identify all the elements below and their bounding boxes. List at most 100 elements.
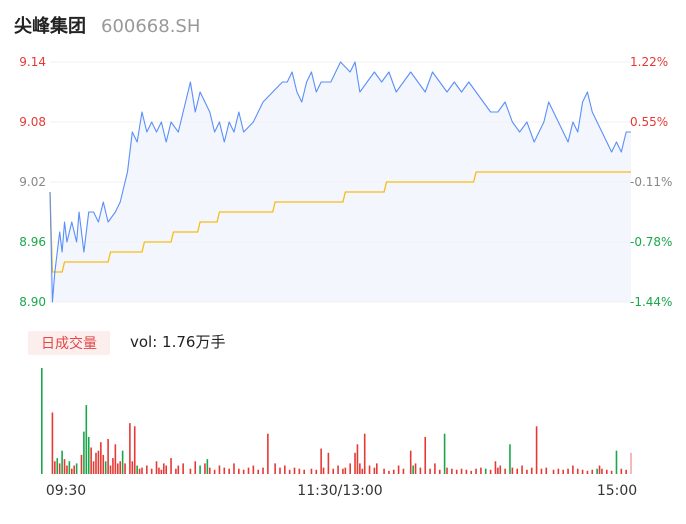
volume-bar xyxy=(155,461,158,474)
y-right-tick: -0.78% xyxy=(630,235,672,249)
y-right-tick: -0.11% xyxy=(630,175,672,189)
volume-bar xyxy=(499,465,502,474)
volume-bar xyxy=(489,469,492,474)
volume-bar xyxy=(605,469,608,474)
volume-bar xyxy=(165,465,167,474)
volume-bar xyxy=(63,459,66,474)
volume-bar xyxy=(56,458,59,474)
volume-bar xyxy=(83,431,85,474)
y-right-tick: -1.44% xyxy=(630,295,672,309)
volume-bar xyxy=(199,465,201,474)
y-left-tick: 9.14 xyxy=(19,55,46,69)
volume-bar xyxy=(402,468,405,474)
volume-bar xyxy=(480,467,482,474)
volume-bar xyxy=(213,469,216,474)
volume-bar xyxy=(376,463,378,474)
price-lines xyxy=(49,61,631,303)
volume-bar xyxy=(332,468,335,474)
volume-bar xyxy=(315,469,318,474)
volume-bar xyxy=(136,465,138,474)
volume-bar xyxy=(293,467,296,474)
volume-bar xyxy=(446,467,448,474)
volume-bar xyxy=(158,467,160,474)
volume-bar xyxy=(298,468,301,474)
time-tick: 15:00 xyxy=(597,483,637,499)
volume-bar xyxy=(327,452,330,474)
volume-bar xyxy=(70,468,73,474)
volume-bar xyxy=(494,461,497,474)
volume-bar xyxy=(141,467,143,474)
volume-bar xyxy=(162,463,165,474)
volume-bar xyxy=(337,465,339,474)
volume-bar xyxy=(409,450,412,474)
volume-bar xyxy=(150,468,153,474)
volume-bar xyxy=(552,469,555,474)
volume-bar xyxy=(233,463,235,474)
volume-bar xyxy=(262,467,264,474)
volume-bar xyxy=(119,461,122,474)
volume-bar xyxy=(424,436,427,474)
y-left-tick: 8.96 xyxy=(19,235,46,249)
y-right-tick: 1.22% xyxy=(630,55,668,69)
volume-bar xyxy=(455,469,458,474)
volume-bar xyxy=(470,470,473,474)
y-left-axis: 9.14 9.08 9.02 8.96 8.90 xyxy=(19,55,46,309)
time-tick: 11:30/13:00 xyxy=(297,483,382,499)
volume-bar xyxy=(373,467,376,474)
volume-bar xyxy=(284,465,286,474)
volume-bar xyxy=(288,469,291,474)
time-axis: 09:30 11:30/13:00 15:00 xyxy=(46,483,637,499)
volume-bar xyxy=(68,461,71,474)
volume-bar xyxy=(586,470,589,474)
volume-bar xyxy=(104,461,107,474)
volume-bar xyxy=(124,463,126,474)
volume-bar xyxy=(85,405,88,474)
volume-bar xyxy=(114,444,117,474)
volume-bar xyxy=(615,450,618,474)
volume-bar xyxy=(279,467,281,474)
volume-bar xyxy=(388,470,390,474)
volume-bar xyxy=(320,448,322,474)
y-right-axis: 1.22% 0.55% -0.11% -0.78% -1.44% xyxy=(630,55,672,309)
volume-bar xyxy=(562,469,565,474)
y-right-tick: 0.55% xyxy=(630,115,668,129)
volume-bar xyxy=(497,467,499,474)
volume-badge-label: 日成交量 xyxy=(41,335,97,352)
volume-bar xyxy=(359,463,361,474)
average-price-line xyxy=(49,171,631,273)
volume-bar xyxy=(160,469,163,474)
y-left-tick: 8.90 xyxy=(19,295,46,309)
volume-bar xyxy=(354,452,356,474)
volume-value: vol: 1.76万手 xyxy=(130,333,225,351)
volume-bar xyxy=(521,465,523,474)
volume-bar xyxy=(95,452,97,474)
volume-bar xyxy=(41,368,43,474)
volume-bar xyxy=(419,467,422,474)
volume-bar xyxy=(177,465,180,474)
volume-bar xyxy=(303,469,305,474)
volume-bar xyxy=(80,454,83,474)
volume-bar xyxy=(121,450,124,474)
volume-bar xyxy=(484,468,487,474)
volume-bar xyxy=(138,468,141,474)
volume-bar xyxy=(581,469,584,474)
price-line xyxy=(49,61,631,303)
volume-bar xyxy=(361,468,364,474)
volume-bar xyxy=(112,458,114,474)
volume-bar xyxy=(504,468,506,474)
volume-bar xyxy=(274,463,276,474)
volume-bar xyxy=(182,463,184,474)
volume-bar xyxy=(545,467,548,474)
volume-bar xyxy=(100,442,102,474)
volume-bar xyxy=(170,458,172,474)
volume-bar xyxy=(51,412,54,474)
volume-bar xyxy=(310,468,313,474)
volume-bar xyxy=(73,465,76,474)
volume-bar xyxy=(535,426,538,474)
stock-code: 600668.SH xyxy=(101,16,200,37)
volume-bar xyxy=(228,468,230,474)
volume-bar xyxy=(475,468,477,474)
volume-bar xyxy=(601,468,603,474)
volume-bar xyxy=(540,468,543,474)
